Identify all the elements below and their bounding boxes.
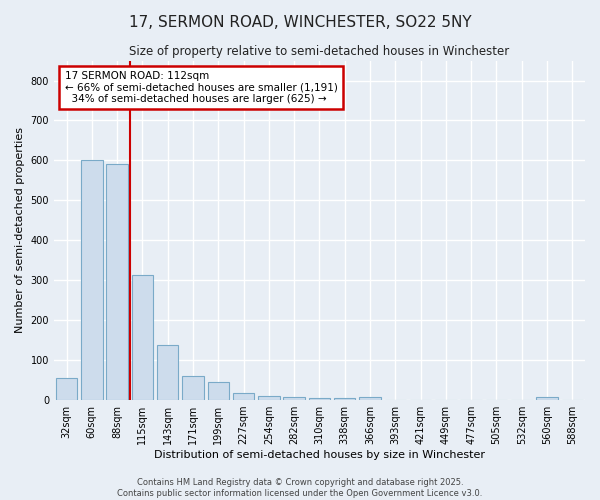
Title: Size of property relative to semi-detached houses in Winchester: Size of property relative to semi-detach…: [130, 45, 509, 58]
Bar: [157, 345, 178, 400]
Bar: [283, 398, 305, 400]
Bar: [233, 394, 254, 400]
Bar: [334, 398, 355, 400]
Bar: [106, 164, 128, 400]
Text: Contains HM Land Registry data © Crown copyright and database right 2025.
Contai: Contains HM Land Registry data © Crown c…: [118, 478, 482, 498]
Bar: [182, 376, 204, 400]
Bar: [536, 397, 558, 400]
Bar: [208, 382, 229, 400]
X-axis label: Distribution of semi-detached houses by size in Winchester: Distribution of semi-detached houses by …: [154, 450, 485, 460]
Bar: [56, 378, 77, 400]
Bar: [131, 276, 153, 400]
Y-axis label: Number of semi-detached properties: Number of semi-detached properties: [15, 128, 25, 334]
Text: 17, SERMON ROAD, WINCHESTER, SO22 5NY: 17, SERMON ROAD, WINCHESTER, SO22 5NY: [128, 15, 472, 30]
Bar: [81, 160, 103, 400]
Bar: [309, 398, 330, 400]
Bar: [258, 396, 280, 400]
Bar: [359, 397, 381, 400]
Text: 17 SERMON ROAD: 112sqm
← 66% of semi-detached houses are smaller (1,191)
  34% o: 17 SERMON ROAD: 112sqm ← 66% of semi-det…: [65, 70, 337, 104]
